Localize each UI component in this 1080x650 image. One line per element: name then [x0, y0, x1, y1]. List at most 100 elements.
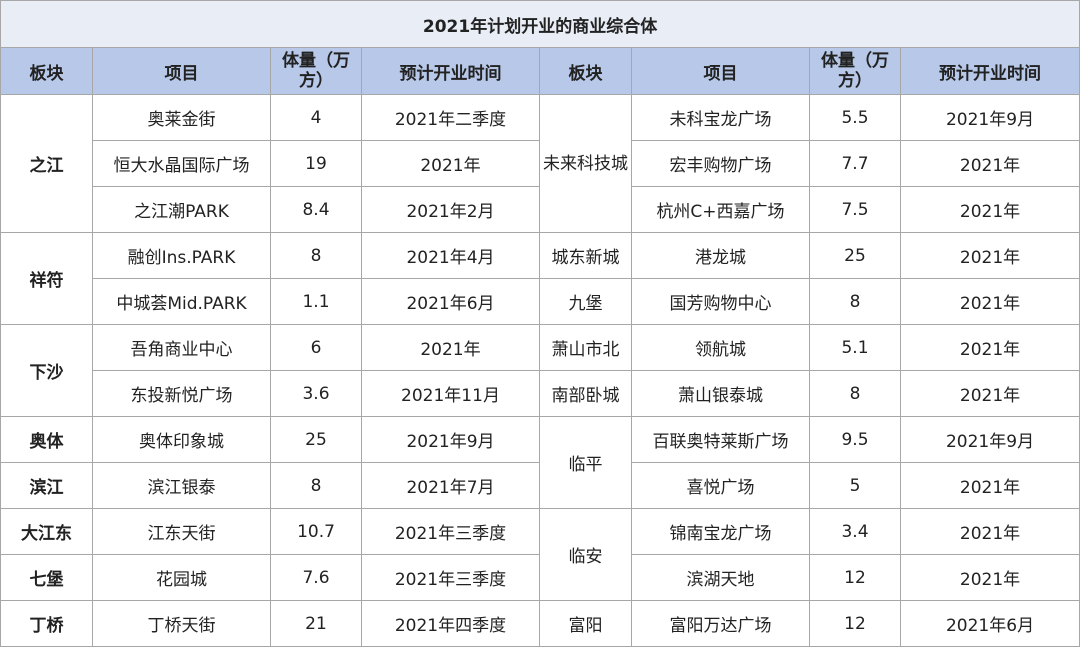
project-cell: 滨江银泰	[92, 462, 271, 509]
header-volume: 体量（万方）	[809, 47, 901, 95]
project-cell: 港龙城	[631, 232, 810, 279]
district-cell: 富阳	[539, 600, 632, 647]
district-cell: 临安	[539, 508, 632, 601]
project-cell: 恒大水晶国际广场	[92, 140, 271, 187]
project-cell: 吾角商业中心	[92, 324, 271, 371]
district-cell: 奥体	[0, 416, 93, 463]
project-cell: 百联奥特莱斯广场	[631, 416, 810, 463]
district-cell: 滨江	[0, 462, 93, 509]
header-open-date: 预计开业时间	[361, 47, 540, 95]
date-cell: 2021年9月	[361, 416, 540, 463]
volume-cell: 4	[270, 94, 362, 141]
table-row: 奥体 奥体印象城 25 2021年9月 临平 百联奥特莱斯广场 9.5 2021…	[0, 416, 1080, 509]
project-cell: 中城荟Mid.PARK	[92, 278, 271, 325]
table-row: 祥符 融创Ins.PARK 8 2021年4月 城东新城 港龙城 25 2021…	[0, 232, 1080, 325]
date-cell: 2021年四季度	[361, 600, 540, 647]
date-cell: 2021年	[361, 140, 540, 187]
project-cell: 东投新悦广场	[92, 370, 271, 417]
district-cell: 大江东	[0, 508, 93, 555]
date-cell: 2021年	[899, 508, 1080, 555]
date-cell: 2021年	[361, 324, 540, 371]
date-cell: 2021年	[899, 370, 1080, 417]
date-cell: 2021年三季度	[361, 554, 540, 601]
date-cell: 2021年三季度	[361, 508, 540, 555]
volume-cell: 19	[270, 140, 362, 187]
header-project: 项目	[631, 47, 810, 95]
district-cell: 南部卧城	[539, 370, 632, 417]
district-cell: 下沙	[0, 324, 93, 417]
volume-cell: 12	[809, 554, 901, 601]
project-cell: 宏丰购物广场	[631, 140, 810, 187]
volume-cell: 5	[809, 462, 901, 509]
volume-cell: 10.7	[270, 508, 362, 555]
date-cell: 2021年	[899, 140, 1080, 187]
header-district: 板块	[0, 47, 93, 95]
project-cell: 之江潮PARK	[92, 186, 271, 233]
volume-cell: 7.6	[270, 554, 362, 601]
volume-cell: 25	[809, 232, 901, 279]
volume-cell: 9.5	[809, 416, 901, 463]
district-cell: 之江	[0, 94, 93, 233]
project-cell: 锦南宝龙广场	[631, 508, 810, 555]
date-cell: 2021年4月	[361, 232, 540, 279]
volume-cell: 21	[270, 600, 362, 647]
district-cell: 城东新城	[539, 232, 632, 279]
date-cell: 2021年9月	[899, 94, 1080, 141]
project-cell: 喜悦广场	[631, 462, 810, 509]
volume-cell: 3.4	[809, 508, 901, 555]
table-row: 丁桥 丁桥天街 21 2021年四季度 富阳 富阳万达广场 12 2021年6月	[0, 600, 1080, 647]
district-cell: 未来科技城	[539, 94, 632, 233]
project-cell: 未科宝龙广场	[631, 94, 810, 141]
table-row: 中城荟Mid.PARK 1.1 2021年6月 九堡 国芳购物中心 8 2021…	[1, 278, 1080, 325]
table-row: 下沙 吾角商业中心 6 2021年 萧山市北 领航城 5.1 2021年	[0, 324, 1080, 417]
table-row: 七堡 花园城 7.6 2021年三季度 滨湖天地 12 2021年	[0, 554, 1080, 601]
project-cell: 奥体印象城	[92, 416, 271, 463]
table-title: 2021年计划开业的商业综合体	[0, 0, 1080, 48]
table-row: 滨江 滨江银泰 8 2021年7月 喜悦广场 5 2021年	[0, 462, 1080, 509]
date-cell: 2021年9月	[899, 416, 1080, 463]
district-cell: 丁桥	[0, 600, 93, 647]
date-cell: 2021年7月	[361, 462, 540, 509]
date-cell: 2021年2月	[361, 186, 540, 233]
date-cell: 2021年	[899, 324, 1080, 371]
project-cell: 滨湖天地	[631, 554, 810, 601]
volume-cell: 6	[270, 324, 362, 371]
header-project: 项目	[92, 47, 271, 95]
table-row: 东投新悦广场 3.6 2021年11月 南部卧城 萧山银泰城 8 2021年	[1, 370, 1080, 417]
project-cell: 杭州C+西嘉广场	[631, 186, 810, 233]
volume-cell: 25	[270, 416, 362, 463]
volume-cell: 8	[270, 462, 362, 509]
date-cell: 2021年11月	[361, 370, 540, 417]
district-cell: 九堡	[539, 278, 632, 325]
date-cell: 2021年	[899, 186, 1080, 233]
volume-cell: 5.1	[809, 324, 901, 371]
volume-cell: 8	[809, 370, 901, 417]
volume-cell: 3.6	[270, 370, 362, 417]
volume-cell: 8.4	[270, 186, 362, 233]
table-row: 之江潮PARK 8.4 2021年2月 杭州C+西嘉广场 7.5 2021年	[1, 186, 1080, 233]
date-cell: 2021年	[899, 232, 1080, 279]
project-cell: 融创Ins.PARK	[92, 232, 271, 279]
project-cell: 丁桥天街	[92, 600, 271, 647]
district-cell: 七堡	[0, 554, 93, 601]
project-cell: 萧山银泰城	[631, 370, 810, 417]
header-district: 板块	[539, 47, 632, 95]
table-row: 恒大水晶国际广场 19 2021年 宏丰购物广场 7.7 2021年	[1, 140, 1080, 187]
volume-cell: 7.5	[809, 186, 901, 233]
district-cell: 祥符	[0, 232, 93, 325]
header-open-date: 预计开业时间	[899, 47, 1080, 95]
date-cell: 2021年6月	[899, 600, 1080, 647]
volume-cell: 5.5	[809, 94, 901, 141]
date-cell: 2021年	[899, 278, 1080, 325]
project-cell: 江东天街	[92, 508, 271, 555]
date-cell: 2021年	[899, 554, 1080, 601]
project-cell: 领航城	[631, 324, 810, 371]
project-cell: 奥莱金街	[92, 94, 271, 141]
date-cell: 2021年二季度	[361, 94, 540, 141]
volume-cell: 1.1	[270, 278, 362, 325]
header-volume: 体量（万方）	[270, 47, 362, 95]
date-cell: 2021年6月	[361, 278, 540, 325]
date-cell: 2021年	[899, 462, 1080, 509]
header-row: 板块 项目 体量（万方） 预计开业时间 板块 项目 体量（万方） 预计开业时间	[0, 47, 1080, 95]
